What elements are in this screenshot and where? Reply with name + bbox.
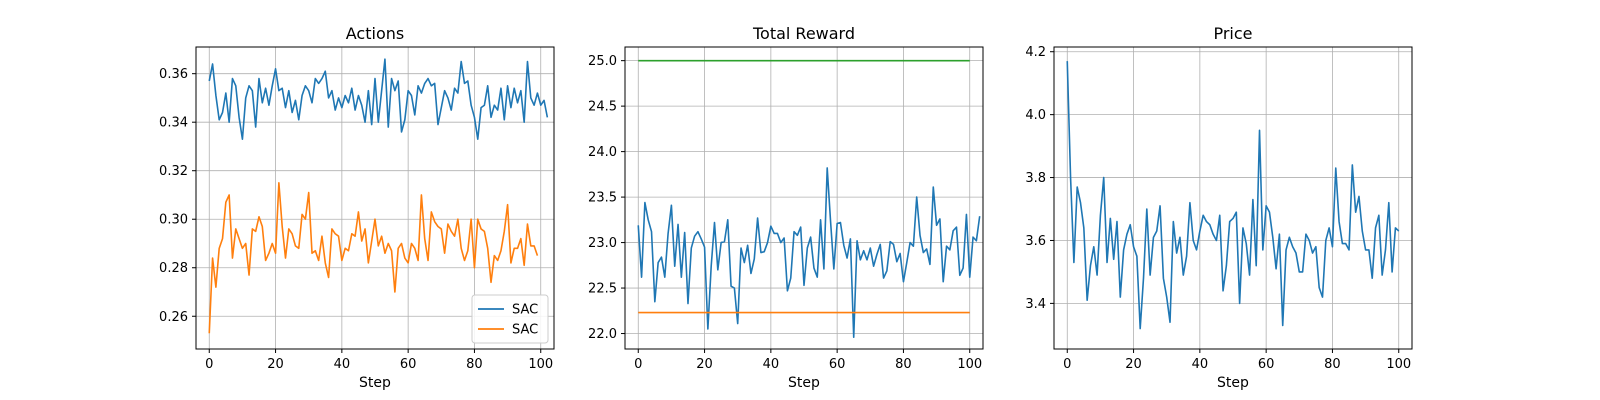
x-tick-label: 0 [634,357,642,372]
x-tick-label: 40 [334,357,351,372]
legend: SAC SAC [471,294,549,344]
y-tick-label: 0.30 [159,213,188,228]
axes-frame [1053,46,1413,350]
x-tick-label: 60 [400,357,417,372]
chart-3: 0 20 40 60 80 100 3.4 3.6 3.8 4.0 4.2 Price Step [1025,24,1413,391]
x-tick-label: 20 [1125,357,1142,372]
x-tick-label: 60 [829,357,846,372]
x-tick-label: 100 [528,357,553,372]
x-tick-label: 20 [267,357,284,372]
y-tick-label: 4.0 [1025,108,1046,123]
y-tick-label: 0.34 [159,116,188,131]
y-tick-label: 23.0 [588,236,617,251]
x-tick-label: 60 [1258,357,1275,372]
x-tick-label: 0 [1063,357,1071,372]
y-tick-label: 3.6 [1025,234,1046,249]
y-tick-label: 24.0 [588,145,617,160]
y-tick-label: 24.5 [588,100,617,115]
chart-title: Total Reward [752,24,855,43]
series-line-2 [208,182,539,334]
y-tick-label: 0.32 [159,164,188,179]
series-line-1 [208,58,549,140]
x-tick-label: 80 [466,357,483,372]
y-tick-label: 4.2 [1025,45,1046,60]
y-tick-label: 0.26 [159,310,188,325]
legend-label: SAC [512,303,538,318]
chart-title: Actions [346,24,404,43]
x-tick-label: 40 [1192,357,1209,372]
axes-frame [195,46,555,350]
chart-1: 0 20 40 60 80 100 0.26 0.28 0.30 0.32 0.34 0.36 Acti… [159,24,555,391]
x-tick-label: 20 [696,357,713,372]
y-tick-label: 22.5 [588,282,617,297]
x-axis-label: Step [788,375,820,391]
y-tick-label: 3.4 [1025,297,1046,312]
chart-2: 0 20 40 60 80 100 22.0 22.5 23.0 23.5 24.0 24.5 25.0… [588,24,984,391]
x-tick-label: 100 [957,357,982,372]
legend-label: SAC [512,323,538,338]
y-tick-label: 0.36 [159,67,188,82]
x-tick-label: 100 [1386,357,1411,372]
y-tick-label: 25.0 [588,54,617,69]
x-axis-label: Step [1217,375,1249,391]
chart-title: Price [1213,24,1252,43]
series-line-1 [637,167,981,338]
y-tick-label: 23.5 [588,191,617,206]
x-tick-label: 80 [895,357,912,372]
y-tick-label: 0.28 [159,261,188,276]
x-tick-label: 40 [763,357,780,372]
x-tick-label: 80 [1324,357,1341,372]
y-tick-label: 22.0 [588,327,617,342]
y-tick-label: 3.8 [1025,171,1046,186]
series-line-1 [1066,61,1400,330]
axes-frame [624,46,984,350]
x-tick-label: 0 [205,357,213,372]
legend-box [471,294,549,344]
x-axis-label: Step [359,375,391,391]
